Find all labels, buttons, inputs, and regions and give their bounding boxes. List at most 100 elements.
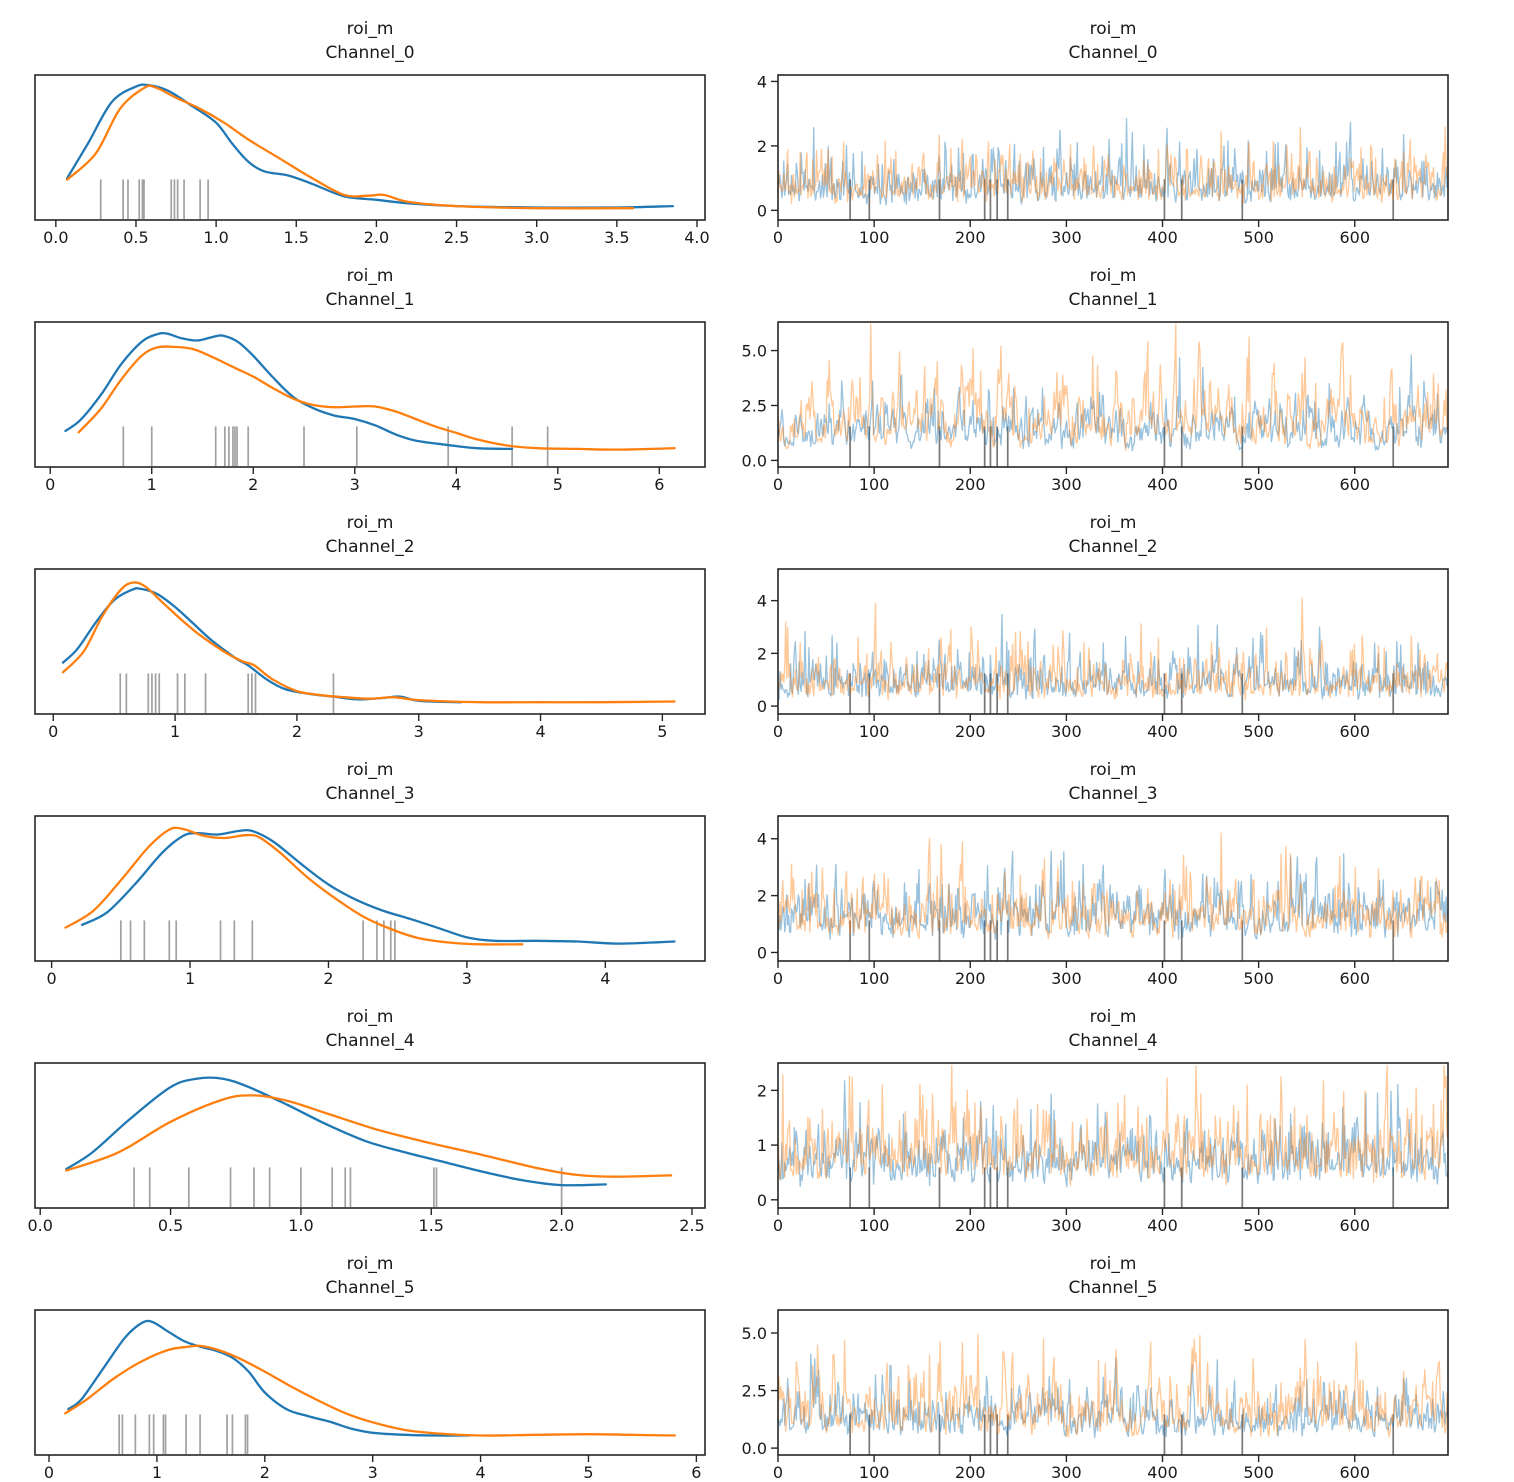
x-tick-label: 0 — [45, 475, 55, 494]
x-tick-label: 0 — [47, 969, 57, 988]
panel-title-line2: Channel_5 — [1068, 1278, 1157, 1298]
axes-frame — [777, 321, 1449, 468]
kde-panel-channel_4: roi_m Channel_4 0.0 0.5 1.0 1.5 2.0 2.5 — [27, 1007, 706, 1235]
x-tick-label: 0.0 — [27, 1216, 52, 1235]
x-tick-label: 0 — [44, 1463, 54, 1482]
trace-panel-channel_4: roi_m Channel_4 0 100 200 300 400 500 600 0 1 2 — [757, 1007, 1449, 1235]
x-tick-label: 1 — [185, 969, 195, 988]
x-tick-label: 1 — [147, 475, 157, 494]
x-tick-label: 200 — [955, 969, 986, 988]
panel-title-line1: roi_m — [1090, 760, 1137, 780]
trace-line-group2 — [777, 323, 1449, 451]
panel-title-line1: roi_m — [1090, 1007, 1137, 1027]
x-tick-label: 5 — [583, 1463, 593, 1482]
x-tick-label: 200 — [955, 475, 986, 494]
x-tick-label: 0 — [773, 1216, 783, 1235]
x-tick-label: 0 — [773, 475, 783, 494]
y-tick-label: 0 — [757, 943, 767, 962]
axes-frame — [777, 1062, 1449, 1209]
x-tick-label: 300 — [1051, 722, 1082, 741]
x-tick-label: 1.0 — [203, 228, 228, 247]
x-tick-label: 4 — [600, 969, 610, 988]
panel-title-line1: roi_m — [347, 760, 394, 780]
x-tick-label: 400 — [1147, 722, 1178, 741]
x-tick-label: 500 — [1243, 228, 1274, 247]
trace-line-group2 — [777, 1334, 1449, 1438]
kde-curve-group1 — [65, 83, 675, 209]
y-tick-label: 4 — [757, 72, 767, 91]
y-tick-label: 4 — [757, 830, 767, 849]
x-tick-label: 300 — [1051, 1463, 1082, 1482]
x-tick-label: 2.0 — [549, 1216, 574, 1235]
panel-title-line2: Channel_2 — [325, 537, 414, 557]
axes-frame — [34, 568, 706, 715]
trace-line-group1 — [777, 118, 1449, 206]
x-tick-label: 1.0 — [288, 1216, 313, 1235]
panel-title-line2: Channel_4 — [1068, 1031, 1157, 1051]
y-tick-label: 2 — [757, 1081, 767, 1100]
x-tick-label: 4 — [451, 475, 461, 494]
x-tick-label: 400 — [1147, 475, 1178, 494]
x-tick-label: 400 — [1147, 228, 1178, 247]
panel-title-line1: roi_m — [347, 1007, 394, 1027]
kde-curve-group2 — [65, 84, 635, 210]
x-tick-label: 1 — [170, 722, 180, 741]
x-tick-label: 100 — [859, 1216, 890, 1235]
x-tick-label: 5 — [553, 475, 563, 494]
x-tick-label: 4.0 — [684, 228, 709, 247]
panel-title-line2: Channel_5 — [325, 1278, 414, 1298]
x-tick-label: 400 — [1147, 1216, 1178, 1235]
x-tick-label: 300 — [1051, 969, 1082, 988]
trace-panel-channel_0: roi_m Channel_0 0 100 200 300 400 500 600 0 2 4 — [757, 19, 1449, 247]
axes-frame — [34, 74, 706, 221]
panel-title-line2: Channel_2 — [1068, 537, 1157, 557]
x-tick-label: 500 — [1243, 722, 1274, 741]
kde-curve-group1 — [64, 331, 514, 451]
x-tick-label: 500 — [1243, 969, 1274, 988]
y-tick-label: 2 — [757, 137, 767, 156]
axes-frame — [777, 1309, 1449, 1456]
x-tick-label: 1.5 — [419, 1216, 444, 1235]
y-tick-label: 4 — [757, 592, 767, 611]
x-tick-label: 0 — [773, 228, 783, 247]
x-tick-label: 300 — [1051, 228, 1082, 247]
x-tick-label: 4 — [535, 722, 545, 741]
x-tick-label: 0.5 — [158, 1216, 183, 1235]
x-tick-label: 600 — [1339, 1463, 1370, 1482]
x-tick-label: 300 — [1051, 1216, 1082, 1235]
trace-panel-channel_5: roi_m Channel_5 0 100 200 300 400 500 600 0.0 2.5 5… — [742, 1254, 1449, 1482]
x-tick-label: 500 — [1243, 1463, 1274, 1482]
y-tick-label: 0 — [757, 1191, 767, 1210]
x-tick-label: 3 — [414, 722, 424, 741]
x-tick-label: 2.5 — [444, 228, 469, 247]
x-tick-label: 5 — [657, 722, 667, 741]
kde-curve-group2 — [61, 581, 676, 704]
panel-title-line2: Channel_0 — [1068, 43, 1157, 63]
x-tick-label: 400 — [1147, 969, 1178, 988]
panel-title-line2: Channel_3 — [1068, 784, 1157, 804]
trace-line-group1 — [777, 1080, 1449, 1188]
kde-panel-channel_0: roi_m Channel_0 0.0 0.5 1.0 1.5 2.0 2.5 3.0 3.5 4.… — [34, 19, 710, 247]
panel-title-line1: roi_m — [1090, 19, 1137, 39]
kde-curve-group1 — [61, 587, 463, 704]
panel-title-line2: Channel_1 — [1068, 290, 1157, 310]
x-tick-label: 200 — [955, 228, 986, 247]
panel-title-line1: roi_m — [347, 1254, 394, 1274]
kde-curve-group2 — [65, 1094, 673, 1178]
x-tick-label: 100 — [859, 475, 890, 494]
x-tick-label: 3 — [368, 1463, 378, 1482]
kde-curve-group2 — [64, 826, 524, 946]
y-tick-label: 2.5 — [742, 1382, 767, 1401]
x-tick-label: 500 — [1243, 1216, 1274, 1235]
y-tick-label: 0 — [757, 201, 767, 220]
kde-panel-channel_5: roi_m Channel_5 0 1 2 3 4 5 6 — [34, 1254, 706, 1482]
x-tick-label: 400 — [1147, 1463, 1178, 1482]
kde-panel-channel_3: roi_m Channel_3 0 1 2 3 4 — [34, 760, 706, 988]
y-tick-label: 2 — [757, 644, 767, 663]
x-tick-label: 2.5 — [679, 1216, 704, 1235]
x-tick-label: 0 — [773, 1463, 783, 1482]
x-tick-label: 600 — [1339, 722, 1370, 741]
axes-frame — [34, 815, 706, 962]
y-tick-label: 5.0 — [742, 342, 767, 361]
